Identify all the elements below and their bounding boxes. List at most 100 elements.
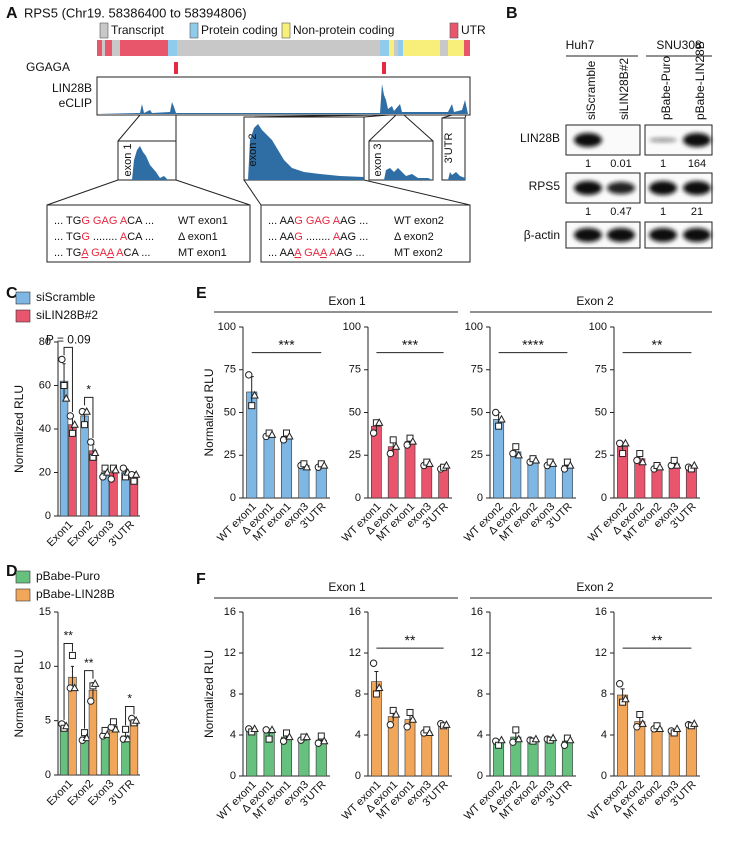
data-point (616, 680, 624, 688)
error-bar (70, 665, 75, 689)
y-tick-label: 50 (471, 406, 483, 418)
band (607, 181, 635, 195)
data-point (497, 414, 506, 423)
bar (68, 676, 77, 776)
utr-signal (448, 172, 465, 180)
group-label: Exon 1 (328, 294, 366, 308)
data-point (560, 741, 569, 749)
y-tick-label: 8 (355, 688, 361, 700)
y-tick-label: 50 (224, 406, 236, 418)
data-point (101, 464, 109, 472)
bar (493, 419, 505, 499)
sequence-part: ... AA (268, 231, 295, 243)
bar (298, 465, 310, 499)
data-point (70, 683, 79, 692)
data-point (619, 450, 627, 458)
gene-segment (97, 40, 102, 56)
y-tick-label: 10 (39, 660, 51, 672)
significance-bracket (125, 705, 135, 726)
bar (527, 460, 539, 499)
sequence-part: ... TG (54, 247, 81, 259)
band (574, 181, 602, 195)
data-point (391, 442, 401, 450)
data-point (548, 733, 558, 742)
data-point (372, 690, 380, 698)
data-point (672, 460, 682, 469)
quantification: 1 (660, 158, 666, 170)
gene-segment (105, 40, 112, 56)
sequence: ... AAG GAG AAG ... (268, 215, 368, 227)
data-point (302, 462, 312, 471)
sequence-part: A (320, 247, 328, 259)
band (683, 228, 711, 242)
data-point (655, 462, 665, 471)
legend-swatch (99, 22, 109, 39)
eclip-signal (97, 84, 468, 114)
quantification: 1 (585, 206, 591, 218)
data-point (514, 734, 523, 743)
data-point (90, 679, 100, 687)
data-point (636, 711, 644, 718)
sequence-label: MT exon1 (178, 247, 227, 259)
band (607, 228, 635, 242)
y-tick-label: 16 (471, 606, 483, 618)
data-point (638, 719, 647, 727)
significance-bracket (63, 642, 73, 720)
legend-label: Non-protein coding (293, 23, 394, 37)
data-point (672, 724, 682, 732)
data-point (616, 439, 624, 447)
band (574, 133, 602, 147)
sequence-part: AG ... (340, 215, 368, 227)
data-point (369, 429, 378, 437)
bar (100, 733, 110, 776)
data-point (512, 726, 520, 734)
data-point (374, 683, 384, 691)
gene-title: RPS5 (Chr19. 58386400 to 58394806) (24, 5, 247, 20)
data-point (82, 406, 91, 415)
significance-bracket (84, 670, 94, 729)
gene-segment (112, 40, 120, 56)
data-point (107, 475, 115, 483)
data-point (285, 732, 294, 741)
y-tick-label: 75 (224, 364, 236, 376)
bar (59, 725, 69, 776)
data-point (566, 735, 575, 744)
sequence-part: CA ... (124, 247, 151, 259)
sequence-label: Δ exon2 (394, 231, 434, 243)
data-point (403, 723, 411, 731)
data-point (130, 477, 138, 485)
sequence-part: GA (301, 247, 321, 259)
significance-label: * (127, 692, 132, 706)
sequence-part: ... TG (54, 231, 81, 243)
data-point (279, 737, 288, 745)
data-point (82, 733, 91, 742)
data-point (531, 734, 541, 743)
data-point (81, 421, 89, 429)
y-tick-label: 0 (45, 769, 51, 781)
y-tick-label: 4 (477, 729, 483, 741)
gene-segment (440, 40, 448, 56)
panel-label: F (196, 571, 206, 588)
data-point (319, 460, 329, 469)
y-tick-label: 0 (601, 492, 607, 504)
sequence-part: A (333, 231, 341, 243)
bar (371, 425, 382, 499)
data-point (566, 460, 575, 469)
band (649, 138, 677, 142)
data-point (317, 732, 325, 740)
y-tick-label: 50 (349, 406, 361, 418)
gene-segment (403, 40, 440, 56)
y-axis-label: Normalized RLU (202, 650, 216, 738)
band (683, 181, 711, 195)
data-point (514, 450, 523, 459)
cell-line: Huh7 (566, 38, 595, 52)
y-tick-label: 15 (39, 606, 51, 618)
exon-label: exon 3 (372, 143, 384, 176)
y-tick-label: 12 (224, 647, 236, 659)
sequence-part: G GAG A (81, 215, 128, 227)
bar (544, 738, 556, 777)
data-point (111, 465, 120, 474)
y-tick-label: 16 (595, 606, 607, 618)
y-tick-label: 0 (45, 510, 51, 522)
legend-label: pBabe-LIN28B (36, 587, 115, 601)
